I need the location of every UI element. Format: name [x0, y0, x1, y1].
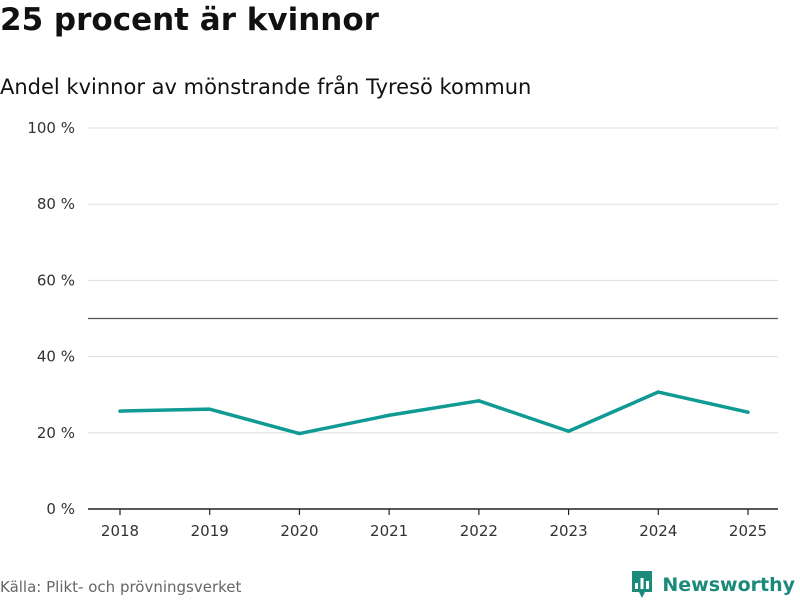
y-tick-label: 60 % — [37, 271, 75, 289]
data-point — [746, 410, 750, 414]
y-tick-label: 0 % — [46, 500, 75, 518]
x-axis — [88, 508, 778, 515]
data-point — [208, 407, 212, 411]
y-axis-labels: 0 % 20 % 40 % 60 % 80 % 100 % — [27, 119, 75, 518]
source-note: Källa: Plikt- och prövningsverket — [0, 578, 242, 596]
gridlines — [88, 127, 778, 434]
y-tick-label: 40 % — [37, 348, 75, 366]
x-tick-label: 2025 — [729, 522, 767, 540]
y-tick-label: 80 % — [37, 195, 75, 213]
x-tick-label: 2023 — [549, 522, 587, 540]
newsworthy-logo-icon — [632, 571, 653, 598]
series-line — [118, 390, 750, 436]
data-point — [566, 429, 571, 433]
brand-logo: Newsworthy — [630, 570, 795, 600]
chart-subtitle: Andel kvinnor av mönstrande från Tyresö … — [0, 75, 532, 99]
series — [118, 390, 750, 436]
x-tick-label: 2019 — [191, 522, 229, 540]
data-point — [387, 413, 391, 417]
x-tick-label: 2024 — [639, 522, 677, 540]
x-tick-label: 2022 — [460, 522, 498, 540]
x-axis-labels: 2018 2019 2020 2021 2022 2023 2024 2025 — [101, 522, 767, 540]
data-point — [118, 409, 122, 413]
brand-name: Newsworthy — [662, 574, 795, 596]
data-point — [477, 399, 481, 403]
y-tick-label: 100 % — [27, 119, 75, 137]
chart-title: 25 procent är kvinnor — [0, 2, 379, 38]
x-tick-label: 2020 — [280, 522, 318, 540]
data-point — [297, 431, 302, 436]
y-tick-label: 20 % — [37, 424, 75, 442]
data-point — [656, 390, 660, 394]
x-tick-label: 2021 — [370, 522, 408, 540]
x-tick-label: 2018 — [101, 522, 139, 540]
